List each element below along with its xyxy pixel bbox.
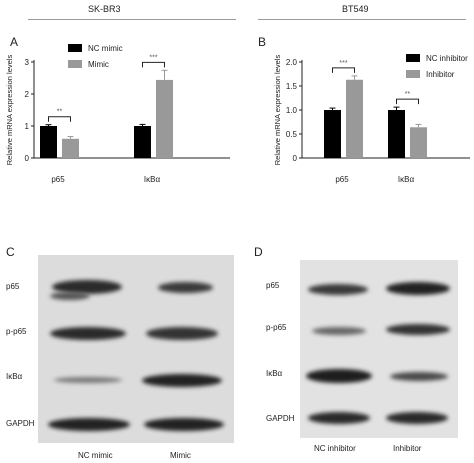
y-tick-label: 1 (25, 122, 30, 131)
header-left-rule (28, 19, 236, 20)
y-axis-label: Relative mRNA expression levels (5, 55, 14, 166)
legend-label: NC inhibitor (426, 54, 468, 63)
blot-c-lane-label: NC mimic (78, 451, 113, 460)
header-right-rule (258, 19, 466, 20)
bar (62, 138, 79, 158)
legend-swatch (68, 44, 82, 52)
blot-d-ikba-band-2 (390, 372, 448, 381)
blot-d-pp65-band-2 (386, 324, 450, 335)
blot-d-p65-band-2 (386, 282, 450, 295)
legend-label: NC mimic (88, 44, 123, 53)
y-tick-label: 1.0 (286, 106, 298, 115)
bar (40, 126, 57, 158)
bar (410, 127, 427, 158)
significance-marker: ** (57, 109, 63, 116)
significance-bracket (332, 67, 355, 73)
blot-d-row-label: p-p65 (266, 323, 287, 332)
significance-marker: *** (339, 60, 347, 67)
y-tick-label: 1.5 (286, 82, 298, 91)
blot-d-row-label: IκBα (266, 369, 283, 378)
blot-c-p65-smear (50, 292, 90, 300)
panel-letter-c: C (6, 245, 15, 259)
chart-b: 0 0.5 1.0 1.5 2.0 Relative mRNA expression le… (273, 54, 470, 184)
legend-swatch (68, 60, 82, 68)
bar (324, 110, 341, 158)
blot-d-row-label: GAPDH (266, 414, 295, 423)
significance-bracket (142, 61, 165, 68)
legend-swatch (406, 54, 420, 62)
x-tick-label: IκBα (398, 175, 415, 184)
blot-c-pp65-band-1 (50, 327, 126, 340)
blot-c-p65-band-1 (52, 280, 122, 294)
legend-swatch (406, 70, 420, 78)
header-right: BT549 (342, 4, 369, 14)
legend-label: Inhibitor (426, 70, 455, 79)
bar (346, 79, 363, 158)
blot-c-row-label: p-p65 (6, 327, 27, 336)
panel-letter-a: A (10, 35, 19, 49)
western-blot-c (38, 255, 234, 443)
blot-c-row-label: GAPDH (6, 419, 35, 428)
y-tick-label: 0.5 (286, 130, 298, 139)
header-left: SK-BR3 (88, 4, 121, 14)
significance-bracket (396, 98, 419, 105)
blot-c-gapdh-band-1 (48, 418, 130, 431)
y-tick-label: 3 (25, 58, 30, 67)
y-tick-label: 2.0 (286, 58, 298, 67)
blot-d-p65-band-1 (308, 284, 368, 295)
blot-d-lane-label: Inhibitor (393, 444, 422, 453)
blot-d-pp65-band-1 (312, 327, 366, 335)
blot-d-gapdh-band-2 (386, 412, 448, 424)
blot-d-row-label: p65 (266, 281, 280, 290)
blot-c-ikba-band-1 (54, 377, 122, 383)
blot-c-lane-label: Mimic (170, 451, 191, 460)
blot-d-gapdh-band-1 (308, 412, 370, 424)
blot-c-ikba-band-2 (142, 374, 222, 387)
blot-c-gapdh-band-2 (144, 418, 224, 431)
blot-c-pp65-band-2 (146, 327, 218, 340)
y-tick-label: 2 (25, 90, 30, 99)
x-tick-label: IκBα (144, 175, 161, 184)
bar (388, 110, 405, 158)
panel-letter-b: B (258, 35, 267, 49)
chart-a: 0 1 2 3 Relative mRNA expression levels p65 **… (5, 44, 230, 184)
y-axis-label: Relative mRNA expression levels (273, 55, 282, 166)
blot-c-row-label: p65 (6, 282, 20, 291)
legend-label: Mimic (88, 60, 109, 69)
significance-marker: ** (405, 91, 411, 98)
bar (156, 79, 173, 158)
x-tick-label: p65 (335, 175, 349, 184)
blot-d-lane-label: NC inhibitor (314, 444, 356, 453)
blot-c-row-label: IκBα (6, 372, 23, 381)
significance-marker: *** (149, 54, 157, 61)
significance-bracket (48, 116, 71, 122)
y-tick-label: 0 (293, 154, 298, 163)
blot-c-p65-band-2 (158, 282, 213, 293)
y-tick-label: 0 (25, 154, 30, 163)
blot-d-ikba-band-1 (306, 369, 372, 383)
western-blot-d (300, 260, 458, 438)
bar (134, 126, 151, 158)
panel-letter-d: D (254, 245, 263, 259)
x-tick-label: p65 (51, 175, 65, 184)
